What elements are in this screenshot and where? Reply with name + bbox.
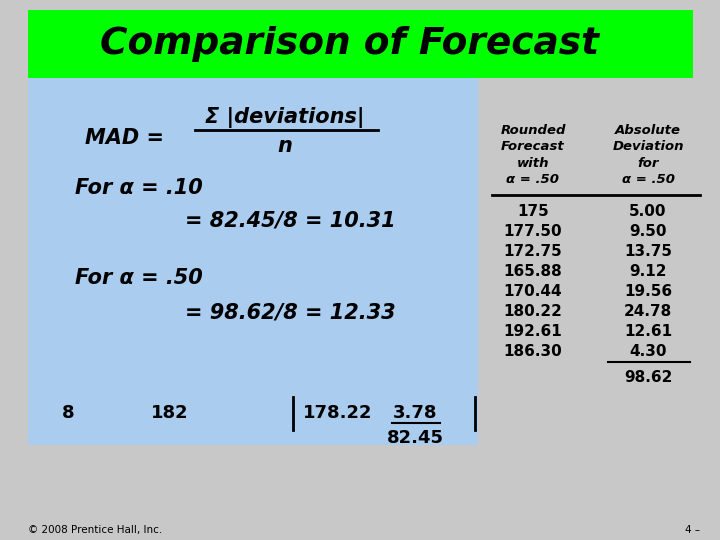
- Text: 8: 8: [62, 404, 74, 422]
- Text: 82.45: 82.45: [387, 429, 444, 447]
- Text: 170.44: 170.44: [504, 285, 562, 300]
- Text: © 2008 Prentice Hall, Inc.: © 2008 Prentice Hall, Inc.: [28, 525, 162, 535]
- Text: = 82.45/8 = 10.31: = 82.45/8 = 10.31: [185, 210, 395, 230]
- Text: Rounded
Forecast
with
α = .50: Rounded Forecast with α = .50: [500, 124, 566, 186]
- Text: 13.75: 13.75: [624, 245, 672, 260]
- Text: 12.61: 12.61: [624, 325, 672, 340]
- Text: 175: 175: [517, 205, 549, 219]
- Text: 24.78: 24.78: [624, 305, 672, 320]
- Text: n: n: [278, 136, 292, 156]
- Text: 165.88: 165.88: [503, 265, 562, 280]
- Text: 172.75: 172.75: [503, 245, 562, 260]
- Text: 4.30: 4.30: [629, 345, 667, 360]
- Text: 3.78: 3.78: [392, 404, 437, 422]
- Text: Σ |deviations|: Σ |deviations|: [205, 107, 365, 129]
- Text: 5.00: 5.00: [629, 205, 667, 219]
- Text: = 98.62/8 = 12.33: = 98.62/8 = 12.33: [185, 302, 395, 322]
- Text: 98.62: 98.62: [624, 370, 672, 386]
- Text: Absolute
Deviation
for
α = .50: Absolute Deviation for α = .50: [612, 124, 684, 186]
- Text: For α = .10: For α = .10: [75, 178, 203, 198]
- Text: 182: 182: [151, 404, 189, 422]
- Bar: [28, 55, 478, 445]
- Text: For α = .50: For α = .50: [75, 268, 203, 288]
- Text: 177.50: 177.50: [504, 225, 562, 240]
- Text: 19.56: 19.56: [624, 285, 672, 300]
- Text: 180.22: 180.22: [503, 305, 562, 320]
- Text: 192.61: 192.61: [503, 325, 562, 340]
- Text: 186.30: 186.30: [503, 345, 562, 360]
- Text: 9.50: 9.50: [629, 225, 667, 240]
- Bar: [28, 10, 693, 78]
- Text: 9.12: 9.12: [629, 265, 667, 280]
- Text: MAD =: MAD =: [85, 128, 164, 148]
- Text: 4 –: 4 –: [685, 525, 700, 535]
- Text: 178.22: 178.22: [303, 404, 373, 422]
- Text: Comparison of Forecast: Comparison of Forecast: [101, 26, 600, 62]
